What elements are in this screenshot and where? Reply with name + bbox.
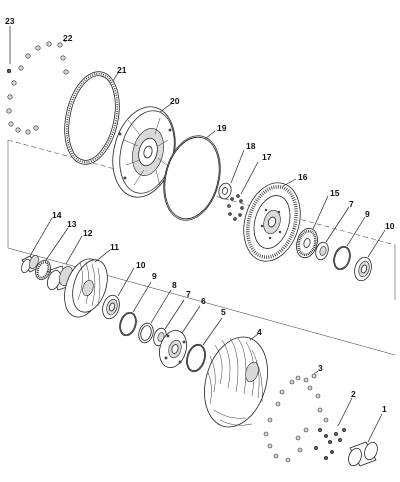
callout-14: 14 bbox=[52, 210, 62, 220]
callout-5: 5 bbox=[221, 307, 226, 317]
part-12-sleeve bbox=[47, 235, 83, 291]
callout-7-left: 7 bbox=[186, 289, 191, 299]
callout-labels: 23 22 21 20 19 18 17 16 15 7 9 10 14 13 … bbox=[5, 16, 395, 414]
part-5-o-ring bbox=[186, 317, 223, 373]
part-10-bearing-left bbox=[102, 267, 135, 320]
part-13-ring-bearing bbox=[35, 227, 69, 281]
callout-16: 16 bbox=[298, 172, 308, 182]
callout-8: 8 bbox=[172, 280, 177, 290]
callout-9-left: 9 bbox=[152, 271, 157, 281]
part-10-bearing-right bbox=[354, 229, 386, 282]
callout-21: 21 bbox=[117, 65, 127, 75]
part-15-stator bbox=[296, 195, 329, 259]
callout-6: 6 bbox=[201, 296, 206, 306]
part-21-ring-gear bbox=[64, 71, 120, 165]
part-9-snap-ring-left bbox=[119, 281, 152, 337]
part-23-screw bbox=[6, 26, 12, 74]
callout-22: 22 bbox=[63, 33, 73, 43]
callout-12: 12 bbox=[83, 228, 93, 238]
part-4-pump-shell bbox=[204, 333, 268, 428]
callout-10-left: 10 bbox=[136, 260, 146, 270]
callout-19: 19 bbox=[217, 123, 227, 133]
callout-1: 1 bbox=[382, 404, 387, 414]
part-14-bushing bbox=[21, 217, 53, 274]
part-18-washer bbox=[218, 149, 245, 200]
callout-4: 4 bbox=[257, 327, 262, 337]
part-20-cover-plate bbox=[112, 103, 176, 198]
callout-20: 20 bbox=[170, 96, 180, 106]
callout-11: 11 bbox=[110, 242, 119, 252]
part-8-washer bbox=[138, 289, 172, 344]
part-16-turbine bbox=[243, 178, 301, 262]
callout-23: 23 bbox=[5, 16, 15, 26]
callout-3: 3 bbox=[318, 363, 323, 373]
part-17-bolt-circle bbox=[227, 161, 259, 221]
callout-17: 17 bbox=[262, 152, 272, 162]
part-1-plug bbox=[348, 413, 383, 467]
callout-7-right: 7 bbox=[349, 199, 354, 209]
callout-9-right: 9 bbox=[365, 209, 370, 219]
part-22-bolt-ring bbox=[6, 39, 69, 135]
part-6-flanged-hub bbox=[159, 305, 201, 369]
callout-10-right: 10 bbox=[385, 221, 395, 231]
callout-2: 2 bbox=[351, 389, 356, 399]
part-9-snap-ring-right bbox=[333, 216, 366, 271]
part-11-impeller bbox=[64, 249, 111, 318]
part-19-seal-ring bbox=[163, 130, 221, 221]
callout-13: 13 bbox=[67, 219, 77, 229]
part-2-studs bbox=[313, 397, 353, 461]
part-3-bolts bbox=[263, 370, 329, 463]
part-7-hub-right bbox=[315, 206, 350, 261]
callout-18: 18 bbox=[246, 141, 256, 151]
callout-15: 15 bbox=[330, 188, 340, 198]
